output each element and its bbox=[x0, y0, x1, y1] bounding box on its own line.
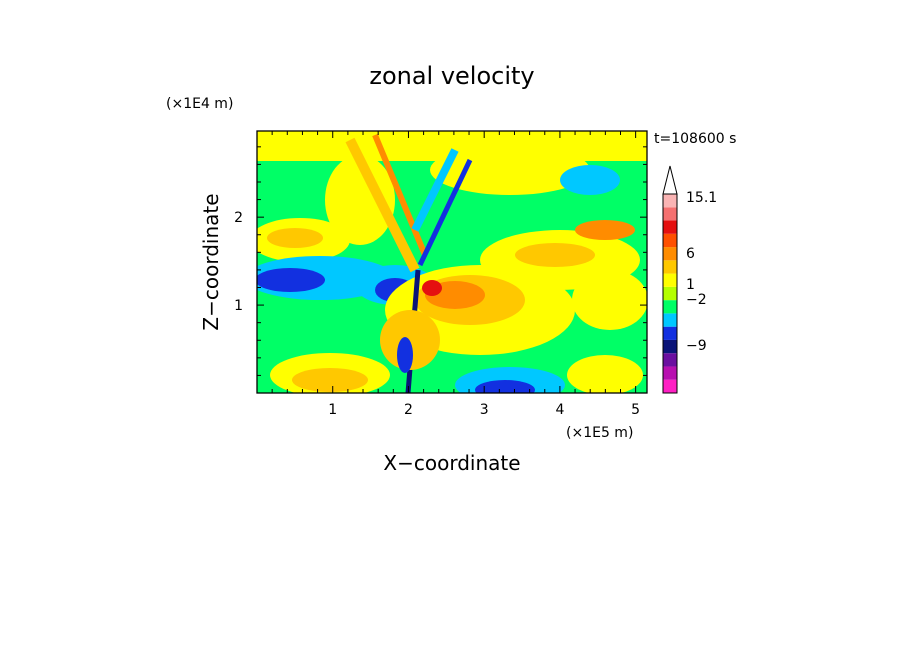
region-upper-mid-yellow bbox=[325, 155, 395, 245]
colorbar-swatch bbox=[663, 233, 677, 248]
y-axis-ticks: 12 bbox=[234, 146, 647, 376]
region-right-lower-yellow bbox=[572, 270, 647, 330]
colorbar-swatch bbox=[663, 273, 677, 287]
y-axis-unit: (×1E4 m) bbox=[166, 96, 233, 112]
chart-title: zonal velocity bbox=[369, 62, 534, 90]
y-axis-label: Z−coordinate bbox=[199, 193, 223, 330]
x-tick-label: 1 bbox=[328, 402, 337, 418]
region-core-red bbox=[422, 280, 442, 296]
region-upper-right-yellow bbox=[430, 145, 590, 195]
x-axis-label: X−coordinate bbox=[383, 451, 520, 475]
region-lower-right-yellow bbox=[567, 355, 643, 393]
region-upper-cyan bbox=[560, 165, 620, 195]
colorbar-swatch bbox=[663, 353, 677, 367]
colorbar-swatch bbox=[663, 379, 677, 393]
x-tick-label: 4 bbox=[555, 402, 564, 418]
x-tick-label: 3 bbox=[480, 402, 489, 418]
y-tick-label: 1 bbox=[234, 298, 243, 314]
streak-diagonal-3 bbox=[417, 158, 473, 267]
colorbar-swatch bbox=[663, 207, 677, 221]
x-tick-label: 2 bbox=[404, 402, 413, 418]
colorbar-frame bbox=[662, 193, 678, 394]
streak-diagonal-2 bbox=[372, 133, 428, 257]
colorbar-label: 6 bbox=[686, 246, 695, 262]
x-axis-ticks: 1 2 3 4 5 bbox=[271, 131, 640, 418]
colorbar-swatch bbox=[663, 247, 677, 261]
colorbar-extend-arrow bbox=[662, 165, 678, 195]
colorbar-swatch bbox=[663, 326, 677, 340]
streak-diagonal-4 bbox=[411, 148, 459, 232]
streak-diagonal-1 bbox=[345, 137, 420, 273]
colorbar-swatch bbox=[663, 313, 677, 327]
colorbar-label: 15.1 bbox=[686, 190, 717, 206]
region-lower-mid-blue bbox=[475, 380, 535, 393]
y-tick-label: 2 bbox=[234, 210, 243, 226]
region-lower-left-orange bbox=[292, 368, 368, 392]
time-label: t=108600 s bbox=[654, 131, 736, 147]
colorbar-label: −2 bbox=[686, 292, 707, 308]
colorbar-swatch bbox=[663, 220, 677, 234]
x-tick-label: 5 bbox=[631, 402, 640, 418]
region-left-blue bbox=[257, 268, 325, 292]
region-right-mid-orange bbox=[515, 243, 595, 267]
region-top-right-orange bbox=[575, 220, 635, 240]
colorbar-swatch bbox=[663, 366, 677, 380]
colorbar-label: −9 bbox=[686, 338, 707, 354]
colorbar-swatch bbox=[663, 286, 677, 301]
colorbar-label: 1 bbox=[686, 277, 695, 293]
region-upper-left-orange bbox=[267, 228, 323, 248]
heatmap-field bbox=[257, 131, 647, 393]
colorbar-swatch bbox=[663, 260, 677, 274]
region-lower-center-blue bbox=[397, 337, 413, 373]
colorbar-swatch bbox=[663, 339, 677, 354]
colorbar: 15.1 6 1−2 −9 bbox=[662, 165, 717, 394]
region-lower-center-orange bbox=[380, 310, 440, 370]
x-axis-unit: (×1E5 m) bbox=[566, 425, 633, 441]
plot-frame bbox=[256, 130, 648, 394]
colorbar-swatch bbox=[663, 194, 677, 208]
colorbar-swatch bbox=[663, 300, 677, 314]
